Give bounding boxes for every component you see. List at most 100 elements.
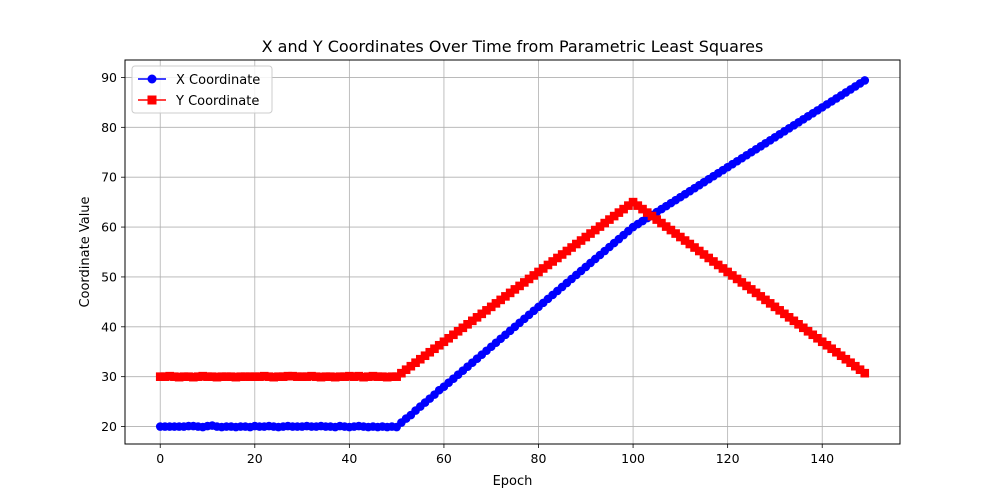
data-point bbox=[491, 299, 501, 308]
data-point bbox=[307, 371, 316, 381]
data-point bbox=[401, 365, 411, 374]
data-point bbox=[553, 253, 562, 263]
x-axis-ticks: 0 20 40 60 80 100 120 140 bbox=[156, 444, 834, 466]
data-point bbox=[836, 351, 846, 361]
x-tick-label: 20 bbox=[247, 451, 263, 466]
x-axis-label: Epoch bbox=[493, 474, 533, 489]
data-point bbox=[652, 215, 662, 224]
data-point bbox=[468, 316, 477, 326]
legend-marker-y bbox=[147, 95, 157, 105]
data-point bbox=[803, 326, 813, 336]
legend-marker-x bbox=[147, 74, 157, 84]
y-tick-label: 20 bbox=[101, 419, 117, 434]
data-point bbox=[548, 257, 557, 266]
data-point bbox=[359, 372, 368, 382]
data-point bbox=[297, 372, 307, 381]
data-point bbox=[576, 236, 586, 245]
data-point bbox=[510, 285, 520, 294]
data-point bbox=[207, 372, 217, 381]
legend-label-x: X Coordinate bbox=[176, 73, 260, 88]
data-point bbox=[614, 208, 624, 217]
data-point bbox=[572, 239, 581, 249]
data-point bbox=[813, 333, 822, 343]
data-point bbox=[231, 372, 241, 382]
data-point bbox=[397, 368, 406, 378]
data-point bbox=[387, 372, 397, 381]
data-point bbox=[628, 197, 638, 207]
data-point bbox=[860, 368, 870, 378]
y-axis-ticks: 20 30 40 50 60 70 80 90 bbox=[101, 70, 125, 434]
data-point bbox=[817, 337, 827, 347]
data-point bbox=[482, 306, 491, 315]
data-point bbox=[250, 372, 260, 381]
x-tick-label: 140 bbox=[810, 451, 834, 466]
data-point bbox=[505, 288, 515, 298]
data-point bbox=[354, 371, 364, 381]
data-point bbox=[534, 267, 543, 277]
data-point bbox=[770, 302, 780, 312]
data-point bbox=[699, 250, 709, 259]
data-point bbox=[751, 288, 761, 298]
data-point bbox=[184, 372, 193, 381]
data-point bbox=[425, 347, 435, 357]
data-point bbox=[288, 371, 297, 381]
data-point bbox=[661, 222, 671, 231]
data-point bbox=[851, 361, 860, 371]
data-point bbox=[775, 306, 784, 315]
x-tick-label: 80 bbox=[531, 451, 547, 466]
data-point bbox=[718, 264, 728, 273]
data-point bbox=[690, 243, 699, 252]
data-point bbox=[855, 365, 865, 374]
data-point bbox=[444, 333, 453, 343]
data-point bbox=[439, 337, 449, 347]
data-point bbox=[198, 371, 208, 381]
data-point bbox=[477, 309, 487, 319]
data-point bbox=[529, 271, 539, 280]
data-point bbox=[226, 372, 236, 381]
data-point bbox=[808, 330, 818, 340]
x-tick-label: 60 bbox=[436, 451, 452, 466]
data-point bbox=[737, 278, 747, 287]
legend-box bbox=[131, 65, 273, 114]
data-point bbox=[496, 295, 505, 305]
data-point bbox=[345, 371, 354, 381]
data-point bbox=[600, 218, 610, 228]
data-point bbox=[784, 313, 794, 322]
chart-title: X and Y Coordinates Over Time from Param… bbox=[262, 37, 764, 56]
data-point bbox=[212, 372, 222, 382]
data-point bbox=[761, 295, 770, 305]
x-tick-label: 120 bbox=[716, 451, 740, 466]
data-point bbox=[619, 204, 628, 214]
legend: X Coordinate Y Coordinate bbox=[131, 65, 273, 114]
data-point bbox=[330, 372, 340, 382]
y-tick-label: 40 bbox=[101, 319, 117, 334]
data-point bbox=[562, 246, 572, 256]
series-y-coordinate bbox=[155, 197, 870, 382]
data-point bbox=[463, 320, 472, 329]
data-point bbox=[595, 222, 605, 231]
data-point bbox=[420, 351, 430, 361]
data-point bbox=[633, 201, 643, 210]
data-point bbox=[515, 281, 524, 291]
data-point bbox=[311, 372, 321, 381]
data-point bbox=[746, 285, 756, 294]
data-point bbox=[538, 264, 548, 273]
data-point bbox=[501, 292, 510, 301]
data-point bbox=[373, 372, 383, 381]
data-point bbox=[671, 229, 680, 238]
data-point bbox=[392, 372, 401, 381]
data-point bbox=[340, 372, 349, 381]
y-tick-label: 30 bbox=[101, 369, 117, 384]
data-point bbox=[709, 257, 718, 266]
data-point bbox=[406, 361, 416, 371]
data-point bbox=[302, 372, 312, 381]
data-point bbox=[642, 208, 652, 217]
data-point bbox=[283, 371, 293, 381]
data-point bbox=[657, 218, 666, 228]
data-point bbox=[382, 372, 392, 382]
data-point bbox=[756, 292, 766, 301]
data-point bbox=[543, 260, 553, 270]
data-point bbox=[472, 313, 482, 322]
x-tick-label: 0 bbox=[156, 451, 164, 466]
